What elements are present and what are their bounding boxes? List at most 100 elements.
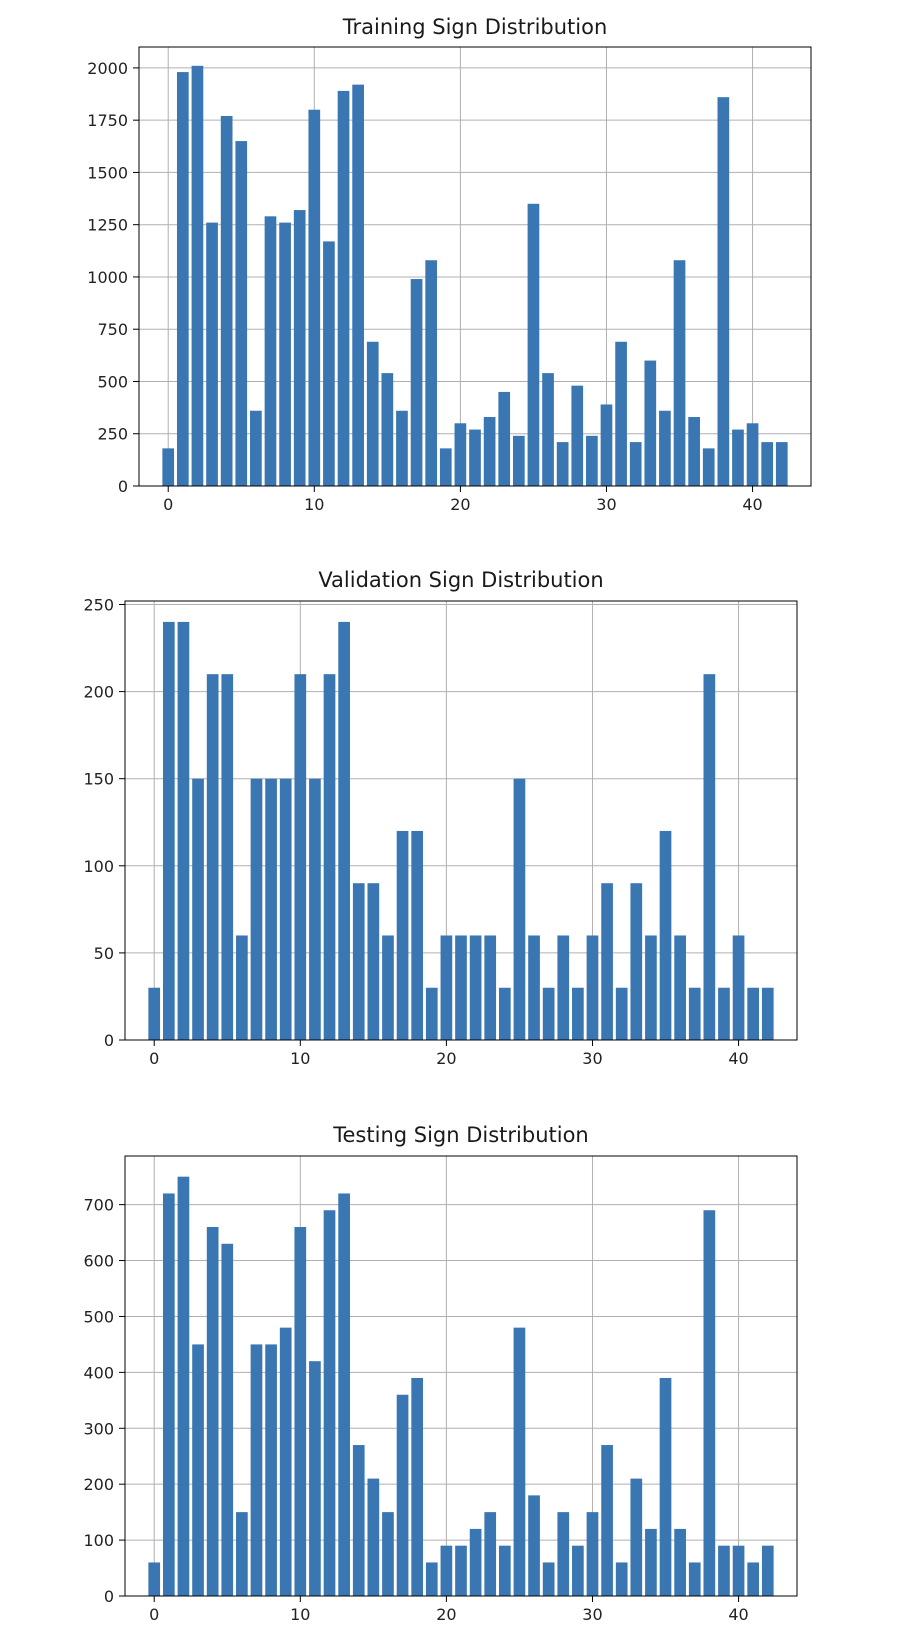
testing-x-tick-label: 30 (582, 1605, 602, 1624)
validation-bar-35 (659, 830, 672, 1040)
training-x-tick-label: 20 (450, 495, 470, 514)
testing-bar-37 (688, 1562, 701, 1596)
training-bar-4 (220, 115, 233, 486)
validation-bar-25 (513, 778, 526, 1040)
validation-y-tick-label: 200 (83, 683, 114, 702)
training-y-tick-label: 0 (118, 477, 128, 496)
validation-bar-27 (542, 987, 555, 1040)
testing-bar-18 (411, 1377, 424, 1596)
testing-bar-3 (192, 1344, 204, 1596)
validation-y-tick-label: 150 (83, 770, 114, 789)
testing-bar-5 (221, 1243, 234, 1596)
testing-bar-39 (718, 1545, 730, 1596)
training-y-tick-label: 750 (97, 320, 128, 339)
training-x-tick-label: 30 (596, 495, 616, 514)
testing-y-tick-label: 200 (83, 1475, 114, 1494)
training-bar-34 (659, 410, 671, 486)
testing-bar-26 (528, 1495, 540, 1596)
validation-plot-frame (124, 600, 798, 1041)
validation-bar-28 (557, 935, 570, 1040)
training-bar-17 (410, 279, 423, 486)
training-y-tick-label: 500 (97, 372, 128, 391)
validation-bar-4 (206, 674, 219, 1040)
validation-bar-11 (309, 778, 321, 1040)
testing-y-tick-label: 0 (104, 1587, 114, 1606)
testing-bar-8 (265, 1344, 277, 1596)
validation-y-tick-label: 250 (83, 595, 114, 614)
testing-bar-31 (601, 1445, 613, 1596)
training-bar-36 (688, 417, 700, 486)
validation-bar-33 (630, 883, 643, 1040)
training-chart-title: Training Sign Distribution (342, 15, 608, 39)
validation-bar-39 (718, 987, 730, 1040)
testing-y-tick-label: 300 (83, 1419, 114, 1438)
validation-bar-32 (615, 987, 628, 1040)
testing-bar-9 (279, 1327, 292, 1596)
training-bar-18 (425, 260, 438, 486)
training-bar-1 (176, 72, 189, 486)
validation-bar-7 (250, 778, 263, 1040)
validation-bar-40 (732, 935, 745, 1040)
testing-y-tick-label: 100 (83, 1531, 114, 1550)
testing-y-tick-label: 700 (83, 1196, 114, 1215)
testing-bar-30 (586, 1512, 599, 1596)
validation-bar-15 (367, 883, 380, 1040)
testing-bar-15 (367, 1478, 380, 1596)
validation-x-tick-label: 20 (436, 1049, 456, 1068)
training-bar-41 (761, 442, 774, 486)
testing-bar-2 (177, 1176, 190, 1596)
training-x-axis: 0 10 20 30 40 (163, 486, 763, 514)
training-bars (162, 65, 788, 487)
validation-bar-37 (688, 987, 701, 1040)
validation-bar-2 (177, 621, 190, 1040)
validation-bar-23 (484, 935, 497, 1040)
training-bar-26 (542, 373, 554, 486)
testing-chart-title: Testing Sign Distribution (332, 1123, 589, 1147)
testing-bar-16 (382, 1512, 394, 1596)
validation-bar-24 (498, 987, 511, 1040)
training-bar-2 (191, 65, 204, 487)
validation-bar-17 (396, 830, 409, 1040)
training-bar-32 (629, 442, 642, 486)
training-bar-29 (586, 435, 598, 486)
testing-bar-32 (615, 1562, 628, 1596)
validation-bar-0 (148, 987, 161, 1040)
testing-bar-42 (761, 1545, 774, 1596)
training-bar-19 (439, 448, 452, 486)
testing-bar-36 (674, 1528, 686, 1596)
testing-y-tick-label: 600 (83, 1252, 114, 1271)
training-bar-27 (556, 442, 569, 486)
validation-bar-29 (572, 987, 584, 1040)
validation-bar-16 (382, 935, 394, 1040)
validation-bar-30 (586, 935, 599, 1040)
training-chart: Training Sign Distribution 0 10 20 30 40 0 250… (87, 15, 812, 514)
testing-x-tick-label: 40 (728, 1605, 748, 1624)
training-bar-42 (775, 442, 788, 486)
training-bar-8 (279, 222, 291, 486)
testing-bar-27 (542, 1562, 555, 1596)
training-y-tick-label: 1000 (87, 268, 128, 287)
training-bar-31 (615, 341, 627, 486)
validation-bar-9 (279, 778, 292, 1040)
testing-bar-10 (294, 1227, 307, 1596)
validation-chart: Validation Sign Distribution 0 10 20 30 40 0 5… (83, 568, 798, 1068)
training-x-tick-label: 40 (742, 495, 762, 514)
testing-y-tick-label: 500 (83, 1307, 114, 1326)
training-bar-20 (454, 423, 467, 486)
training-bar-16 (396, 410, 408, 486)
validation-chart-title: Validation Sign Distribution (318, 568, 603, 592)
validation-x-tick-label: 10 (290, 1049, 310, 1068)
training-bar-5 (235, 141, 248, 487)
training-bar-37 (702, 448, 715, 486)
training-bar-7 (264, 216, 277, 487)
testing-x-axis: 0 10 20 30 40 (149, 1596, 749, 1624)
testing-bar-6 (236, 1512, 248, 1596)
validation-bar-13 (338, 621, 350, 1040)
training-bar-30 (600, 404, 613, 486)
testing-bar-21 (455, 1545, 467, 1596)
testing-x-tick-label: 0 (149, 1605, 159, 1624)
validation-x-tick-label: 0 (149, 1049, 159, 1068)
training-bar-0 (162, 448, 175, 486)
training-bar-33 (644, 360, 657, 486)
testing-x-tick-label: 10 (290, 1605, 310, 1624)
